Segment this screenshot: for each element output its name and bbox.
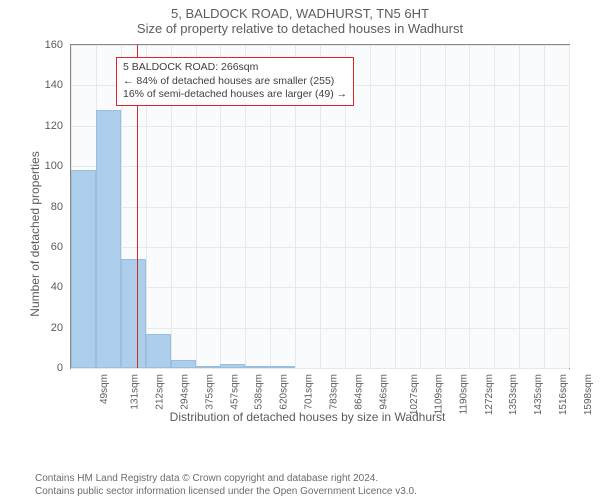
x-tick-label: 946sqm [378,374,389,410]
title-main: 5, BALDOCK ROAD, WADHURST, TN5 6HT [0,0,600,21]
histogram-bar [71,170,96,368]
x-tick-label: 620sqm [279,374,290,410]
histogram-bar [146,334,171,368]
annotation-line-1: 5 BALDOCK ROAD: 266sqm [123,61,347,75]
y-tick-label: 20 [51,322,71,334]
histogram-bar [245,366,270,368]
gridline-v [494,45,495,368]
x-tick-label: 1109sqm [433,374,444,414]
x-tick-label: 375sqm [204,374,215,410]
x-tick-label: 1435sqm [533,374,544,415]
histogram-bar [121,259,146,368]
gridline-v [569,45,570,368]
x-tick-label: 783sqm [329,374,340,410]
gridline-v [420,45,421,368]
x-tick-label: 1027sqm [409,374,420,415]
histogram-bar [220,364,245,368]
gridline-v [445,45,446,368]
x-tick-label: 294sqm [179,374,190,410]
footer-line-2: Contains public sector information licen… [35,485,590,498]
x-tick-label: 131sqm [129,374,140,410]
x-tick-label: 49sqm [99,374,110,404]
gridline-h [71,368,569,369]
x-tick-label: 1353sqm [509,374,520,415]
y-tick-label: 60 [51,241,71,253]
gridline-v [469,45,470,368]
x-tick-label: 1190sqm [458,374,469,414]
histogram-bar [171,360,196,368]
x-tick-label: 864sqm [354,374,365,410]
y-tick-label: 160 [45,39,71,51]
x-tick-label: 1598sqm [583,374,594,415]
annotation-line-3: 16% of semi-detached houses are larger (… [123,88,347,102]
gridline-v [544,45,545,368]
histogram-bar [96,110,121,368]
x-tick-label: 212sqm [154,374,165,410]
y-tick-label: 140 [45,79,71,91]
x-tick-label: 1516sqm [558,374,569,415]
y-tick-label: 80 [51,201,71,213]
y-tick-label: 100 [45,160,71,172]
x-tick-label: 701sqm [304,374,315,410]
title-sub: Size of property relative to detached ho… [0,21,600,40]
x-axis-label: Distribution of detached houses by size … [170,410,446,424]
y-tick-label: 40 [51,281,71,293]
annotation-box: 5 BALDOCK ROAD: 266sqm ← 84% of detached… [116,57,354,106]
y-tick-label: 0 [57,362,71,374]
x-tick-label: 457sqm [229,374,240,410]
histogram-bar [270,366,295,368]
y-axis-label: Number of detached properties [28,151,42,316]
y-tick-label: 120 [45,120,71,132]
annotation-line-2: ← 84% of detached houses are smaller (25… [123,75,347,89]
chart-container: Number of detached properties 0204060801… [35,44,580,424]
gridline-v [519,45,520,368]
x-tick-label: 1272sqm [484,374,495,415]
footer-line-1: Contains HM Land Registry data © Crown c… [35,472,590,485]
footer: Contains HM Land Registry data © Crown c… [35,472,590,498]
gridline-v [370,45,371,368]
gridline-v [395,45,396,368]
histogram-bar [196,366,221,368]
plot-area: 02040608010012014016049sqm131sqm212sqm29… [70,44,570,369]
x-tick-label: 538sqm [254,374,265,410]
